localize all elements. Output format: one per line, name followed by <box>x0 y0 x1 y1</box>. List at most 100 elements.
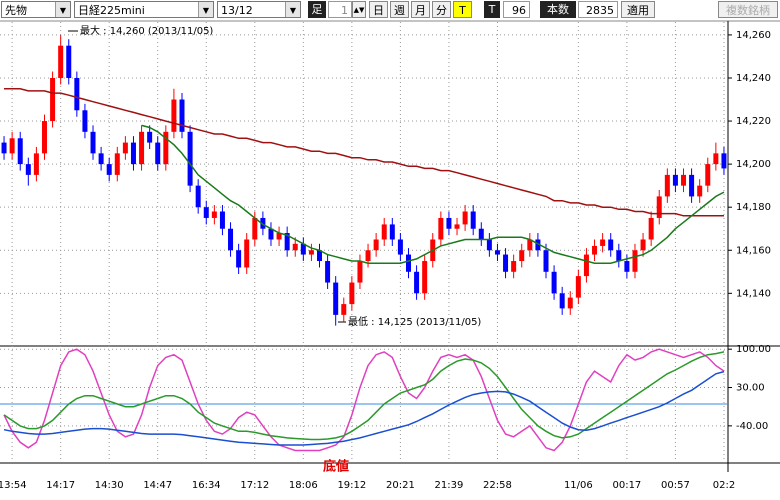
candle-body <box>276 233 282 240</box>
candle-body <box>98 153 104 165</box>
candle-body <box>82 110 88 132</box>
candle-body <box>511 261 517 272</box>
candle-body <box>163 131 169 165</box>
month-button[interactable]: 月 <box>411 1 430 18</box>
minute-button[interactable]: 分 <box>432 1 451 18</box>
candle-body <box>147 131 153 143</box>
x-tick-label: 00:57 <box>661 480 690 491</box>
count-input[interactable]: 2835 <box>578 1 618 18</box>
candle-body <box>50 77 56 122</box>
candle-body <box>349 282 355 305</box>
y-tick-label: 14,140 <box>736 288 771 299</box>
candle-body <box>106 164 112 175</box>
contract-text: 13/12 <box>221 4 253 17</box>
candle-body <box>567 297 573 309</box>
candle-body <box>17 138 23 165</box>
candle-body <box>697 185 703 197</box>
candle-body <box>325 261 331 283</box>
week-button[interactable]: 週 <box>390 1 409 18</box>
market-select[interactable]: 先物 ▼ <box>1 1 71 18</box>
candle-body <box>373 239 379 251</box>
candle-body <box>211 211 217 218</box>
candle-body <box>268 228 274 240</box>
tick-button[interactable]: T <box>453 1 472 18</box>
t-input[interactable]: 96 <box>503 1 530 18</box>
candle-body <box>414 271 420 294</box>
candle-body <box>470 211 476 229</box>
y-tick-label: 14,220 <box>736 116 771 127</box>
spinner[interactable]: ▲▼ <box>352 1 366 18</box>
candle-body <box>252 217 258 240</box>
candle-body <box>90 131 96 154</box>
day-button[interactable]: 日 <box>369 1 388 18</box>
y-tick-label: 14,260 <box>736 30 771 41</box>
candle-body <box>381 224 387 240</box>
candle-body <box>640 239 646 251</box>
apply-button[interactable]: 適用 <box>621 1 655 18</box>
candle-body <box>656 196 662 218</box>
candle-body <box>559 293 565 309</box>
candle-body <box>608 239 614 251</box>
candle-body <box>527 239 533 251</box>
candle-body <box>672 174 678 186</box>
candle-body <box>535 239 541 251</box>
x-tick-label: 14:30 <box>95 480 124 491</box>
dropdown-arrow: ▼ <box>198 2 213 17</box>
candle-body <box>74 77 80 111</box>
candle-body <box>422 261 428 294</box>
candle-body <box>519 250 525 262</box>
bar-label: 足 <box>308 1 326 18</box>
max-annotation: 最大 : 14,260 (2013/11/05) <box>80 24 213 37</box>
bar-input[interactable]: 1 <box>328 1 352 18</box>
candle-body <box>66 45 72 78</box>
candle-body <box>494 250 500 255</box>
candle-body <box>616 250 622 262</box>
multi-button[interactable]: 複数銘柄 <box>718 1 778 18</box>
candle-body <box>114 153 120 175</box>
line <box>141 124 725 264</box>
candle-body <box>41 121 47 154</box>
candle-body <box>592 245 598 255</box>
candle-body <box>195 185 201 208</box>
candle-body <box>681 174 687 186</box>
x-tick-label: 16:34 <box>192 480 221 491</box>
candle-body <box>236 250 242 268</box>
candle-body <box>689 174 695 197</box>
candle-body <box>300 243 306 255</box>
candle-body <box>171 99 177 132</box>
y-tick-label: 14,180 <box>736 202 771 213</box>
candle-body <box>203 207 209 218</box>
candle-body <box>317 250 323 262</box>
candle-body <box>721 153 727 169</box>
candle-body <box>705 164 711 186</box>
x-tick-label: 18:06 <box>289 480 318 491</box>
candle-body <box>187 131 193 186</box>
candle-body <box>284 233 290 251</box>
candle-body <box>486 239 492 251</box>
candle-body <box>389 224 395 240</box>
candle-body <box>405 254 411 272</box>
candle-body <box>551 271 557 294</box>
candle-body <box>228 228 234 251</box>
osc-tick-label: -40.00 <box>736 421 768 432</box>
candle-body <box>179 99 185 132</box>
market-text: 先物 <box>5 4 27 17</box>
contract-select[interactable]: 13/12 ▼ <box>217 1 301 18</box>
x-tick-label: 13:54 <box>0 480 27 491</box>
candle-body <box>397 239 403 255</box>
candle-body <box>713 153 719 165</box>
candle-body <box>583 254 589 277</box>
product-select[interactable]: 日経225mini ▼ <box>74 1 214 18</box>
candle-body <box>9 138 15 154</box>
line <box>3 370 725 446</box>
candle-body <box>122 142 128 154</box>
candle-body <box>25 164 31 175</box>
x-tick-label: 21:39 <box>435 480 464 491</box>
x-tick-label: 17:12 <box>240 480 269 491</box>
bottom-annotation: 底値 <box>323 459 349 475</box>
candle-body <box>648 217 654 240</box>
y-tick-label: 14,160 <box>736 245 771 256</box>
candle-body <box>155 142 161 165</box>
line <box>4 88 724 217</box>
